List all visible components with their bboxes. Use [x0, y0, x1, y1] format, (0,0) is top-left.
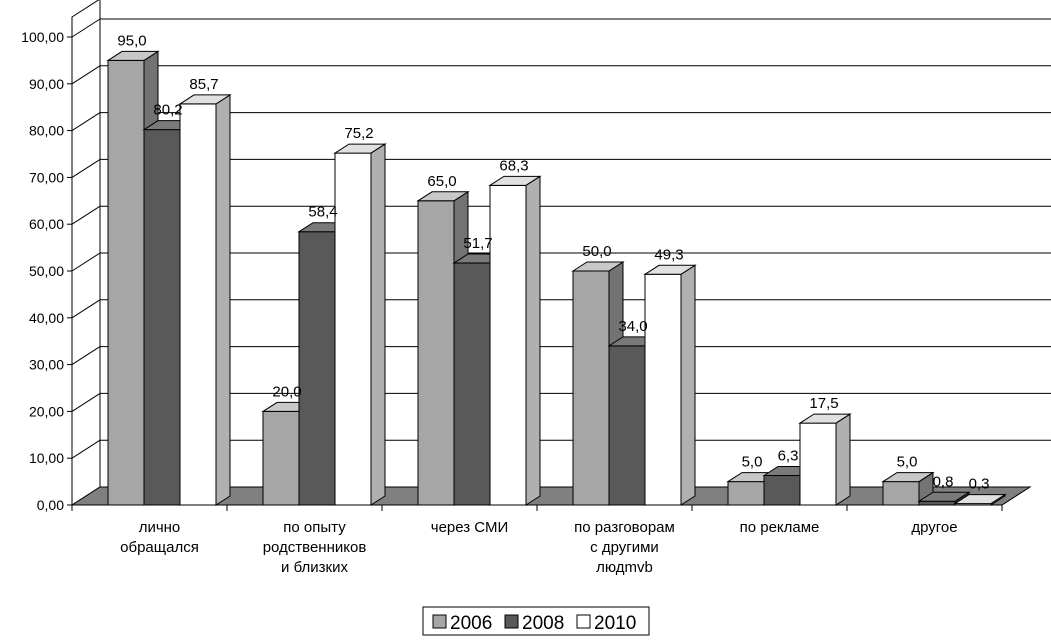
data-label-2010-4: 17,5: [809, 395, 838, 412]
data-label-2008-5: 0,8: [933, 473, 954, 490]
category-label-3: по разговорам с другими людmvb: [574, 519, 675, 576]
data-label-2010-2: 68,3: [499, 157, 528, 174]
gridline-side: [71, 205, 101, 225]
y-tick-label: 0,00: [37, 497, 64, 513]
y-tick-label: 100,00: [21, 29, 64, 45]
data-label-2010-0: 85,7: [189, 76, 218, 93]
bar-2010-0: [178, 94, 232, 506]
y-tick-label: 80,00: [29, 123, 64, 139]
gridline-side: [71, 252, 101, 272]
gridline-side: [71, 18, 101, 38]
category-label-2: через СМИ: [431, 519, 509, 536]
gridline-side: [71, 346, 101, 366]
y-tick-label: 70,00: [29, 169, 64, 185]
y-tick-label: 20,00: [29, 403, 64, 419]
data-label-2010-3: 49,3: [654, 246, 683, 263]
legend-swatch-2008: [504, 614, 519, 629]
category-label-4: по рекламе: [740, 519, 820, 536]
y-tick-label: 50,00: [29, 263, 64, 279]
gridline-side: [71, 112, 101, 132]
legend: 2006 2008 2010: [422, 606, 650, 636]
category-label-0: лично обращался: [120, 519, 199, 556]
data-label-2010-5: 0,3: [969, 476, 990, 493]
x-axis: лично обращался по опыту родственников и бли…: [71, 504, 1003, 576]
legend-label-2008: 2008: [522, 613, 564, 634]
data-label-2008-1: 58,4: [308, 204, 337, 221]
category-label-1: по опыту родственников и близких: [263, 519, 367, 576]
data-label-2008-2: 51,7: [463, 235, 492, 252]
bar-2010-1: [333, 143, 387, 506]
gridline-side: [71, 158, 101, 178]
gridline-side: [71, 299, 101, 319]
data-label-2006-2: 65,0: [427, 173, 456, 190]
bar-2010-4: [798, 413, 852, 506]
data-label-2008-3: 34,0: [618, 318, 647, 335]
legend-box: [422, 606, 650, 636]
gridline-side: [71, 439, 101, 459]
data-label-2006-0: 95,0: [117, 32, 146, 49]
y-axis: 0,00 10,00 20,00 30,00 40,00 50,00 60,00 70,00 8…: [21, 17, 73, 513]
y-tick-label: 90,00: [29, 76, 64, 92]
data-label-2008-4: 6,3: [778, 448, 799, 465]
bar-2010-2: [488, 175, 542, 506]
y-tick-label: 40,00: [29, 310, 64, 326]
data-label-2010-1: 75,2: [344, 125, 373, 142]
data-labels: 95,0 80,2 85,7 20,0 58,4 75,2 65,0 51,7 68,3 50,0…: [117, 32, 989, 492]
legend-swatch-2006: [432, 614, 447, 629]
gridline-side: [71, 65, 101, 85]
data-label-2008-0: 80,2: [153, 102, 182, 119]
legend-swatch-2010: [576, 614, 591, 629]
side-wall: [71, 0, 101, 506]
y-tick-label: 60,00: [29, 216, 64, 232]
legend-label-2010: 2010: [594, 613, 636, 634]
legend-label-2006: 2006: [450, 613, 492, 634]
bars: [106, 50, 1007, 506]
gridline-side: [71, 392, 101, 412]
category-label-5: другое: [911, 519, 957, 536]
data-label-2006-4: 5,0: [742, 454, 763, 471]
bar-2010-3: [643, 264, 697, 506]
y-tick-label: 10,00: [29, 450, 64, 466]
data-label-2006-1: 20,0: [272, 383, 301, 400]
y-tick-label: 30,00: [29, 357, 64, 373]
data-label-2006-5: 5,0: [897, 454, 918, 471]
data-label-2006-3: 50,0: [582, 243, 611, 260]
